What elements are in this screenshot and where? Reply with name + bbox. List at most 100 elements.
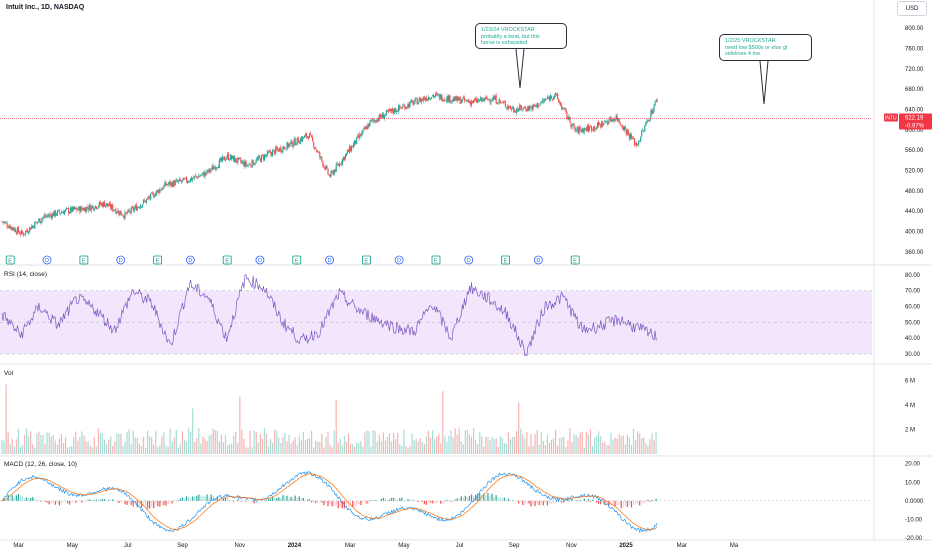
macd-histogram-bar xyxy=(612,500,614,505)
volume-bar xyxy=(214,430,216,454)
volume-bar xyxy=(356,442,358,454)
candle-body xyxy=(550,96,553,98)
candle-body xyxy=(81,207,83,210)
candle-body xyxy=(609,117,611,121)
candle-body xyxy=(435,93,437,97)
candle-body xyxy=(629,133,632,139)
volume-bar xyxy=(485,436,487,454)
candle-body xyxy=(295,144,297,146)
candle-body xyxy=(484,97,486,101)
candle-body xyxy=(92,206,94,210)
volume-bar xyxy=(202,436,204,454)
macd-histogram-bar xyxy=(132,500,134,507)
candle-body xyxy=(321,156,323,162)
candle-body xyxy=(28,232,30,234)
candle-body xyxy=(342,157,344,161)
dividend-badge-label: D xyxy=(328,258,332,264)
candle-body xyxy=(190,178,192,183)
volume-bar xyxy=(46,432,48,454)
volume-bar xyxy=(429,437,432,454)
candle-body xyxy=(75,207,77,209)
candle-body xyxy=(285,149,287,151)
candle-body xyxy=(362,129,364,133)
macd-histogram-bar xyxy=(470,494,473,501)
candle-body xyxy=(90,205,92,211)
candle-body xyxy=(350,146,353,152)
candle-body xyxy=(548,96,551,101)
candle-body xyxy=(383,115,385,119)
candle-body xyxy=(182,177,185,181)
candle-body xyxy=(406,106,408,108)
macd-histogram-bar xyxy=(522,500,524,505)
candle-body xyxy=(211,166,213,169)
candle-body xyxy=(542,100,544,102)
candle-body xyxy=(159,189,161,193)
candle-body xyxy=(134,205,136,208)
candle-body xyxy=(33,225,35,228)
volume-bar xyxy=(282,437,284,454)
candle-body xyxy=(15,232,17,234)
macd-histogram-bar xyxy=(602,500,604,502)
volume-bar xyxy=(218,441,220,454)
volume-bar xyxy=(200,443,202,454)
candle-body xyxy=(258,155,260,158)
volume-bar xyxy=(339,438,341,454)
candle-body xyxy=(340,163,342,165)
candle-body xyxy=(418,98,420,102)
candle-body xyxy=(267,151,270,153)
volume-bar xyxy=(645,442,647,454)
volume-bar xyxy=(239,396,241,454)
macd-histogram-bar xyxy=(368,500,370,504)
candle-body xyxy=(76,207,78,211)
candle-body xyxy=(102,201,105,207)
volume-bar xyxy=(405,445,407,454)
candle-body xyxy=(247,165,249,167)
volume-bar xyxy=(323,447,325,454)
annotation-callout-2[interactable]: 1/2/25 VROCKSTAR need low $500s or else … xyxy=(719,34,812,61)
volume-bar xyxy=(58,438,61,454)
earnings-badge xyxy=(222,255,232,265)
candle-body xyxy=(326,166,328,168)
candle-body xyxy=(274,150,276,155)
candle-body xyxy=(163,185,165,189)
volume-bar xyxy=(641,438,643,454)
candle-body xyxy=(196,176,198,178)
volume-bar xyxy=(204,438,206,454)
candle-body xyxy=(241,161,243,163)
macd-histogram-bar xyxy=(462,497,464,501)
candle-body xyxy=(394,108,396,114)
macd-histogram-bar xyxy=(481,494,483,501)
volume-bar xyxy=(284,433,286,454)
callout-pointer xyxy=(759,60,769,105)
candle-body xyxy=(132,207,134,211)
candle-body xyxy=(469,101,472,105)
macd-histogram-bar xyxy=(288,497,290,501)
candle-body xyxy=(563,108,565,110)
candle-body xyxy=(31,226,33,229)
annotation-line: need low $500s or else gl xyxy=(725,44,788,51)
candle-body xyxy=(296,137,298,144)
candle-body xyxy=(328,174,330,176)
macd-histogram-bar xyxy=(187,496,190,501)
macd-histogram-bar xyxy=(237,499,239,501)
candle-body xyxy=(635,142,638,146)
candle-body xyxy=(460,101,462,104)
volume-bar xyxy=(329,444,331,454)
candle-body xyxy=(109,203,111,206)
candle-body xyxy=(83,207,85,211)
volume-bar xyxy=(71,446,73,454)
volume-bar xyxy=(384,440,387,454)
candle-body xyxy=(525,108,527,111)
candle-body xyxy=(626,130,628,134)
candle-body xyxy=(608,121,610,124)
candle-body xyxy=(8,226,10,228)
macd-histogram-bar xyxy=(190,497,192,501)
currency-button[interactable]: USD xyxy=(897,1,927,16)
candle-body xyxy=(173,181,175,186)
volume-bar xyxy=(83,435,85,454)
candle-body xyxy=(302,137,305,138)
candle-body xyxy=(149,197,151,199)
candle-body xyxy=(578,127,580,134)
annotation-callout-1[interactable]: 1/23/24 VROCKSTAR probably a beat, but t… xyxy=(475,23,567,49)
